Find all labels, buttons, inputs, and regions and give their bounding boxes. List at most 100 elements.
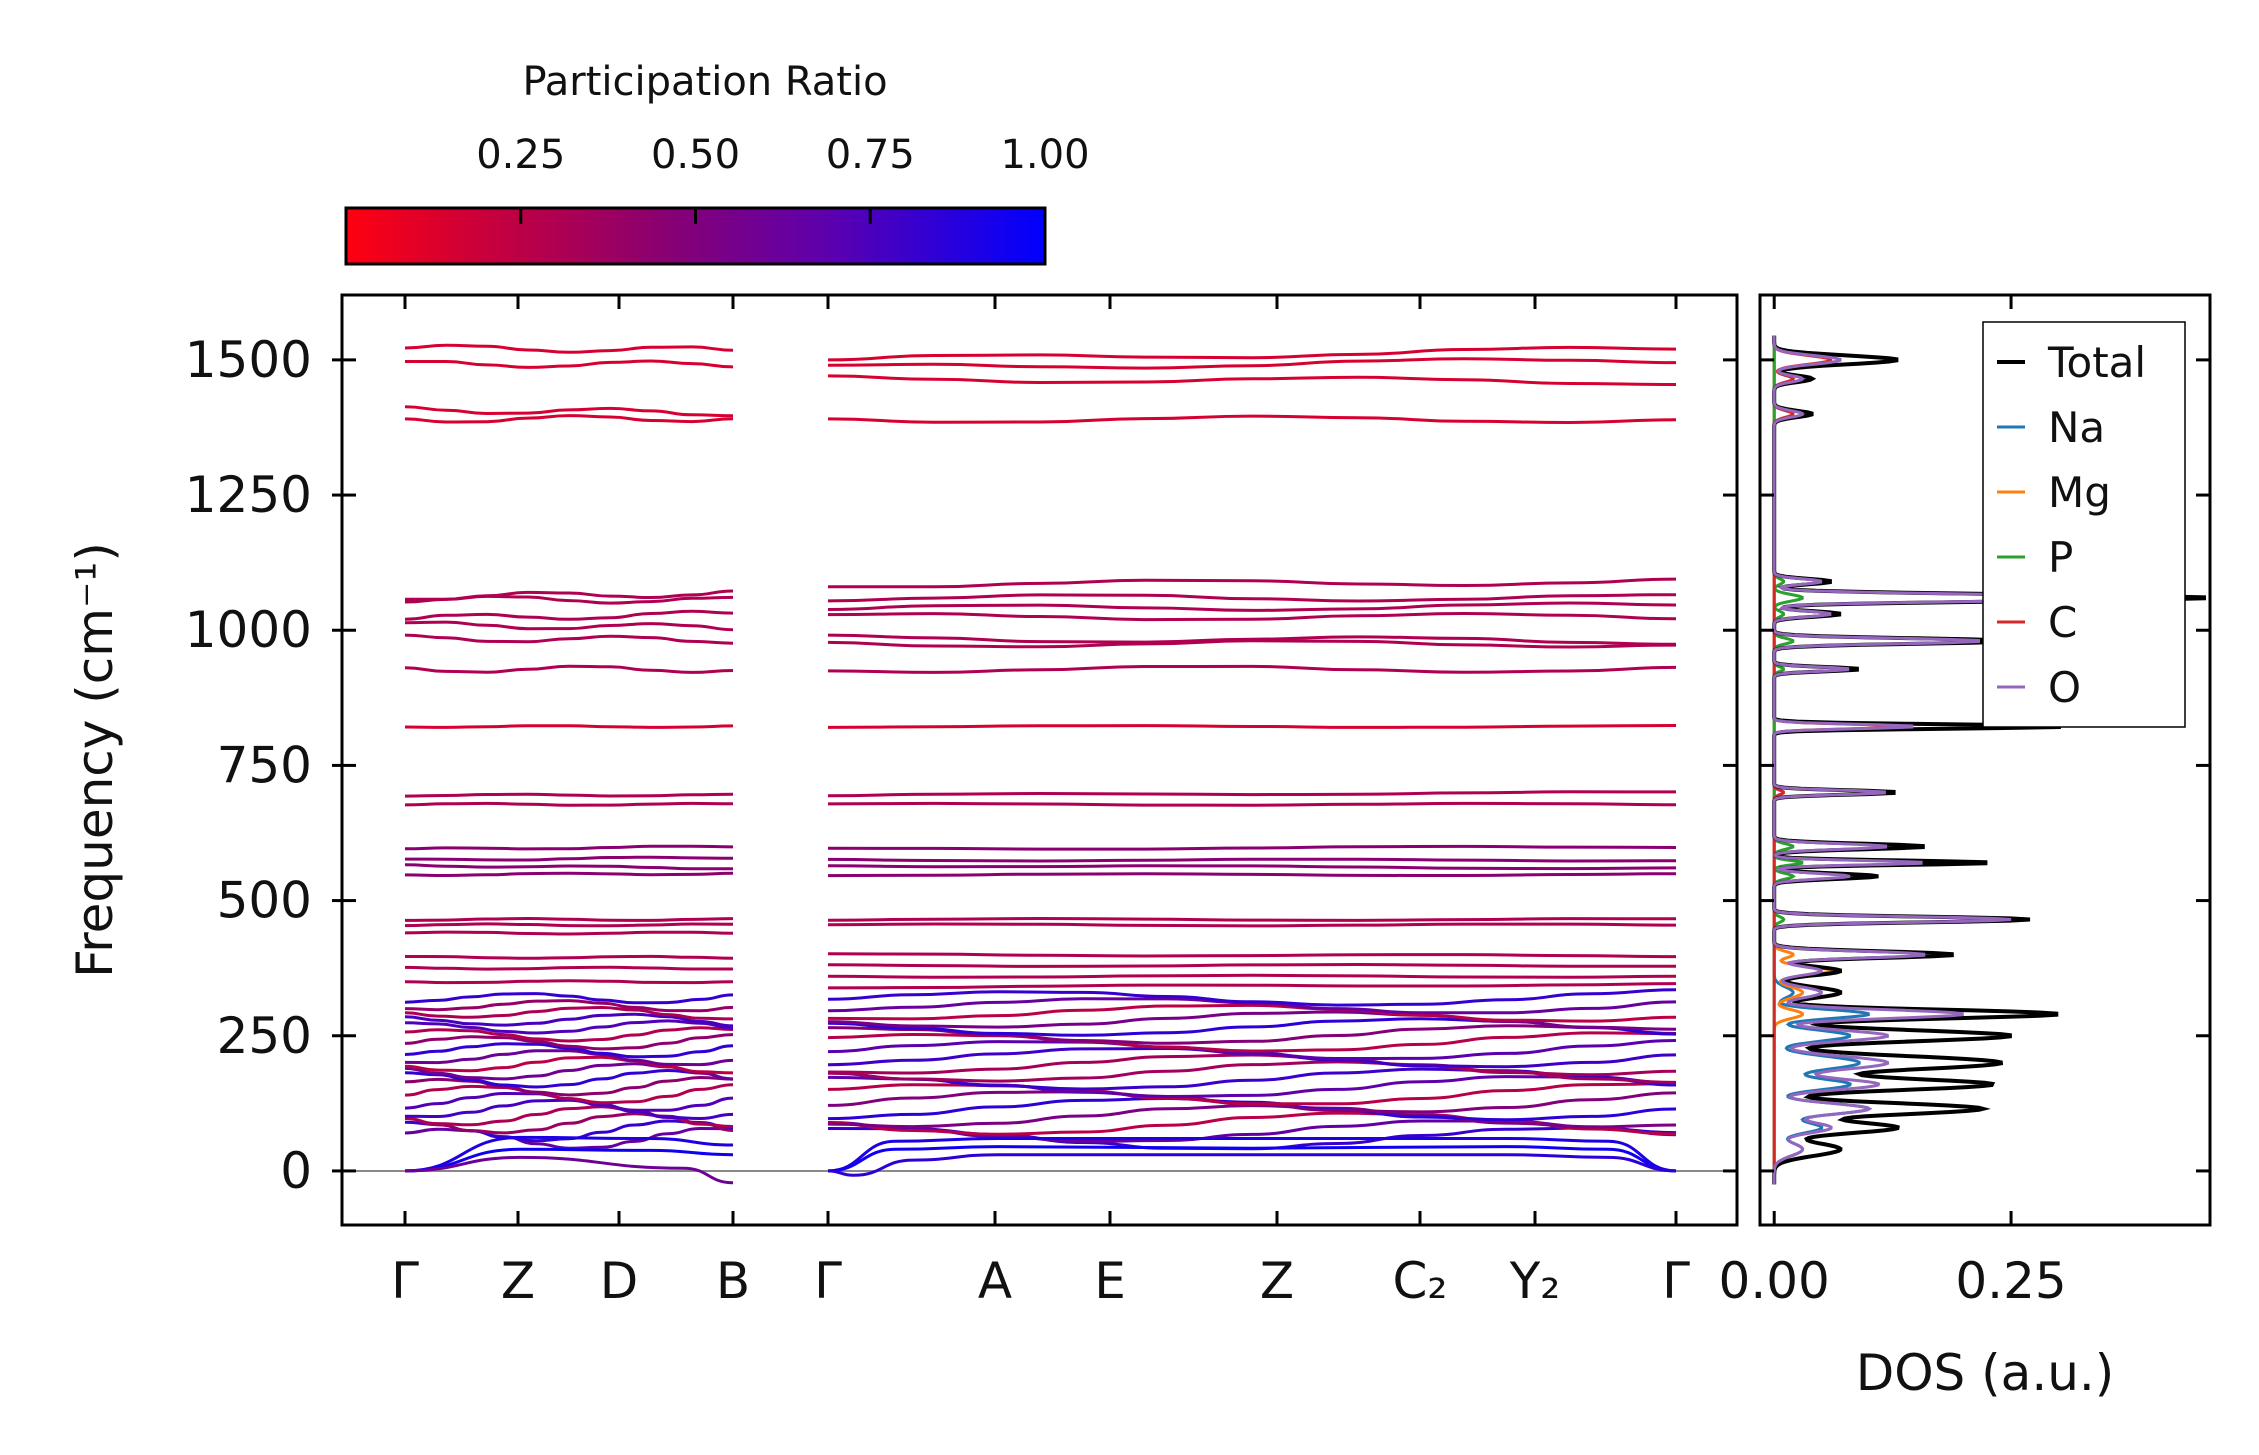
band-line-seg2 bbox=[827, 724, 1677, 729]
band-line-seg1 bbox=[404, 414, 734, 424]
band-line-seg2 bbox=[827, 982, 1677, 990]
kpoint-label: Z bbox=[501, 1252, 535, 1310]
band-line-seg1 bbox=[404, 922, 734, 928]
legend-label-mg: Mg bbox=[2048, 468, 2111, 517]
band-line-low-seg2 bbox=[827, 1031, 1677, 1053]
band-line-low-seg1 bbox=[404, 992, 734, 1005]
kpoint-label: Γ bbox=[391, 1252, 419, 1310]
band-line-seg2 bbox=[827, 952, 1677, 959]
dos-panel: 0.00 0.25 DOS (a.u.) Total Na Mg PCO bbox=[1719, 293, 2212, 1402]
band-line-seg1 bbox=[404, 871, 734, 878]
kpoint-label: D bbox=[600, 1252, 639, 1310]
band-structure-panel: 0 250 500 750 1000 1250 1500 Γ Z D B Γ A E Z C₂ Y₂ Γ Fre… bbox=[66, 293, 1739, 1310]
colorbar-tick-label: 0.50 bbox=[651, 132, 740, 178]
band-line-low-seg1 bbox=[404, 1068, 734, 1089]
band-line-seg2 bbox=[827, 916, 1677, 922]
band-line-seg2 bbox=[827, 864, 1677, 871]
band-line-low-seg1 bbox=[404, 1083, 734, 1105]
dos-x-tick-label: 0.25 bbox=[1955, 1252, 2066, 1310]
band-line-seg1 bbox=[404, 620, 734, 632]
band-line-seg1 bbox=[404, 664, 734, 674]
band-line-seg2 bbox=[827, 633, 1677, 646]
kpoint-label: Γ bbox=[814, 1252, 842, 1310]
y-tick-label: 0 bbox=[280, 1142, 312, 1200]
band-line-low-seg1 bbox=[404, 999, 734, 1013]
dos-curve-p bbox=[1772, 335, 1804, 1185]
band-line-seg2 bbox=[827, 345, 1677, 362]
band-line-seg1 bbox=[404, 405, 734, 418]
kpoint-label: Y₂ bbox=[1509, 1252, 1561, 1310]
kpoint-label: B bbox=[716, 1252, 750, 1310]
colorbar-tick-label: 1.00 bbox=[1000, 132, 1089, 178]
colorbar-ticks: 0.25 0.50 0.75 1.00 bbox=[476, 132, 1090, 224]
dos-legend: Total Na Mg PCO bbox=[1982, 321, 2186, 728]
band-line-seg2 bbox=[827, 973, 1677, 979]
kpoint-label: A bbox=[978, 1252, 1012, 1310]
band-line-low-seg1 bbox=[404, 1012, 734, 1028]
y-tick-label: 1000 bbox=[185, 601, 312, 659]
band-line-seg1 bbox=[404, 343, 734, 354]
dos-axes-frame bbox=[1758, 293, 2212, 1227]
band-y-ticks: 0 250 500 750 1000 1250 1500 bbox=[185, 331, 1737, 1200]
band-line-seg2 bbox=[827, 374, 1677, 386]
band-line-seg2 bbox=[827, 577, 1677, 589]
band-line-seg2 bbox=[827, 639, 1677, 649]
colorbar-title: Participation Ratio bbox=[522, 59, 887, 105]
band-line-seg2 bbox=[827, 801, 1677, 807]
band-line-seg1 bbox=[404, 801, 734, 807]
kpoint-label: C₂ bbox=[1393, 1252, 1448, 1310]
acoustic-branch-seg1 bbox=[404, 1155, 734, 1185]
band-line-seg1 bbox=[404, 792, 734, 798]
band-line-low-seg2 bbox=[827, 1003, 1677, 1023]
band-line-seg2 bbox=[827, 414, 1677, 425]
band-line-seg2 bbox=[827, 844, 1677, 851]
band-line-seg2 bbox=[827, 872, 1677, 878]
y-tick-label: 500 bbox=[217, 872, 312, 930]
band-line-seg1 bbox=[404, 609, 734, 621]
band-line-low-seg1 bbox=[404, 1042, 734, 1059]
legend-label-o: O bbox=[2048, 663, 2081, 712]
band-line-seg1 bbox=[404, 916, 734, 922]
band-line-seg1 bbox=[404, 844, 734, 851]
band-line-seg1 bbox=[404, 633, 734, 645]
band-line-low-seg1 bbox=[404, 1005, 734, 1021]
band-line-low-seg2 bbox=[827, 1039, 1677, 1061]
y-tick-label: 1250 bbox=[185, 466, 312, 524]
legend-label-p: P bbox=[2048, 533, 2073, 582]
band-line-seg2 bbox=[827, 611, 1677, 622]
band-line-seg2 bbox=[827, 962, 1676, 968]
band-lines bbox=[404, 343, 1677, 1185]
colorbar: Participation Ratio 0.25 0.50 0.75 1.00 bbox=[344, 59, 1090, 266]
band-line-seg1 bbox=[404, 930, 734, 936]
band-line-seg2 bbox=[827, 790, 1677, 798]
band-line-seg2 bbox=[827, 601, 1677, 612]
acoustic-branch-seg2 bbox=[827, 1153, 1677, 1177]
y-tick-label: 1500 bbox=[185, 331, 312, 389]
band-line-low-seg2 bbox=[827, 1010, 1677, 1031]
band-line-seg1 bbox=[405, 359, 734, 369]
acoustic-branch-seg2 bbox=[827, 1145, 1677, 1173]
band-line-low-seg1 bbox=[404, 1033, 734, 1051]
dos-curves bbox=[1772, 335, 2206, 1185]
band-line-seg2 bbox=[827, 664, 1677, 674]
acoustic-branch-seg1 bbox=[404, 1147, 734, 1173]
dos-x-ticks: 0.00 0.25 bbox=[1719, 295, 2067, 1310]
colorbar-tick-label: 0.25 bbox=[476, 132, 565, 178]
band-line-seg2 bbox=[827, 593, 1677, 603]
band-line-low-seg1 bbox=[404, 1019, 734, 1035]
band-line-seg1 bbox=[404, 594, 734, 605]
band-line-low-seg2 bbox=[827, 988, 1677, 1007]
band-line-seg2 bbox=[827, 357, 1677, 370]
legend-label-total: Total bbox=[2047, 338, 2146, 387]
dos-curve-o bbox=[1772, 335, 2150, 1185]
band-line-low-seg1 bbox=[404, 1026, 734, 1043]
band-axes-frame bbox=[340, 293, 1739, 1227]
colorbar-tick-label: 0.75 bbox=[826, 132, 915, 178]
band-line-low-seg1 bbox=[404, 1075, 734, 1097]
band-line-seg1 bbox=[404, 863, 734, 871]
band-line-low-seg1 bbox=[404, 1055, 734, 1075]
kpoint-label: E bbox=[1094, 1252, 1126, 1310]
y-tick-label: 250 bbox=[217, 1007, 312, 1065]
acoustic-branch-seg2 bbox=[827, 1137, 1677, 1173]
x-axis-label-dos: DOS (a.u.) bbox=[1856, 1344, 2115, 1402]
